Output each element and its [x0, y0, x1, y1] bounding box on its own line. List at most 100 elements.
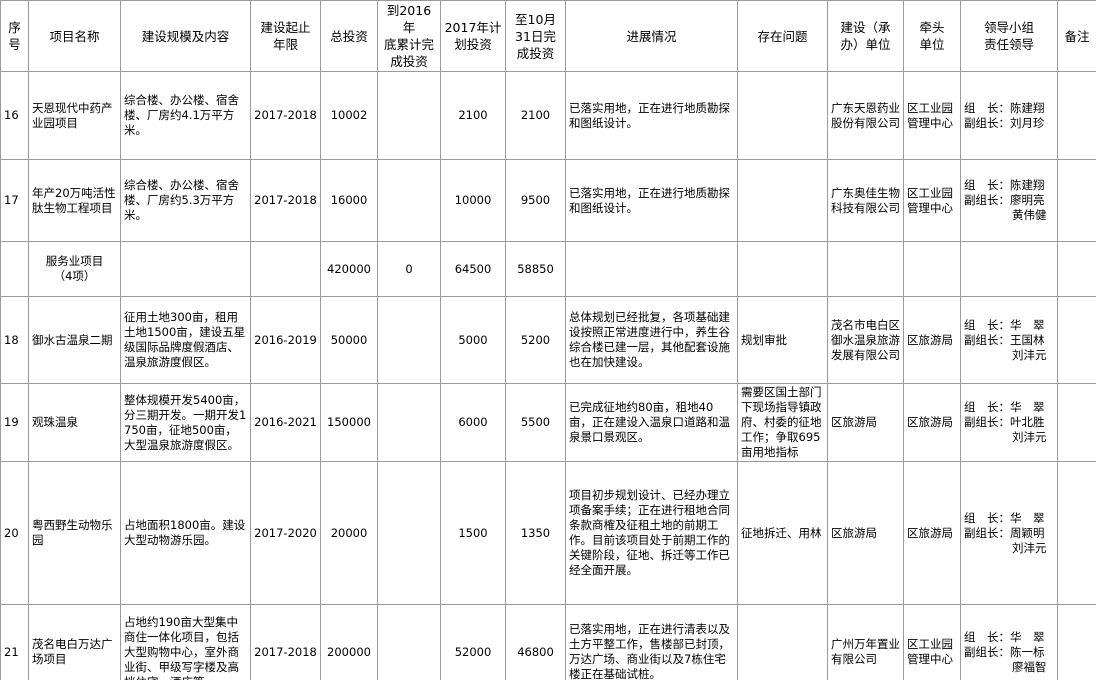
cell: 区工业园管理中心	[903, 604, 961, 680]
cell: 2017-2020	[250, 461, 321, 605]
cell	[737, 604, 828, 680]
cell: 已落实用地，正在进行地质勘探和图纸设计。	[565, 71, 738, 160]
cell-text: 年产20万吨活性肽生物工程项目	[32, 185, 116, 215]
cell: 17	[0, 159, 29, 242]
cell-text: 18	[4, 332, 19, 347]
cell: 御水古温泉二期	[28, 296, 121, 384]
header-text: 建设（承	[840, 20, 891, 35]
cell-line: 副组长：周颖明	[964, 525, 1045, 540]
cell-text: 综合楼、办公楼、宿舍楼、厂房约5.3万平方米。	[124, 178, 239, 222]
cell-line: 副组长：陈一标	[964, 644, 1045, 659]
cell: 21	[0, 604, 29, 680]
header-text: 办）单位	[840, 37, 891, 52]
table-row: 17 年产20万吨活性肽生物工程项目 综合楼、办公楼、宿舍楼、厂房约5.3万平方米。…	[0, 159, 1096, 242]
cell: 58850	[505, 241, 566, 297]
header-cell: 2017年计 划投资	[440, 0, 506, 72]
cell-line: 副组长：叶北胜	[964, 415, 1045, 429]
cell: 150000	[320, 383, 378, 462]
cell-text: 20	[4, 525, 19, 540]
cell: 广东奥佳生物科技有限公司	[827, 159, 904, 242]
cell-text: 观珠温泉	[32, 415, 78, 429]
cell-text: 16000	[330, 193, 368, 207]
cell-line: 组 长：华 翠	[964, 629, 1045, 644]
header-cell: 序号	[0, 0, 29, 72]
cell: 200000	[320, 604, 378, 680]
cell	[737, 159, 828, 242]
cell: 20000	[320, 461, 378, 605]
cell: 茂名电白万达广场项目	[28, 604, 121, 680]
cell-line: 刘沣元	[1012, 347, 1047, 362]
header-cell: 备注	[1057, 0, 1096, 72]
header-cell: 建设（承办）单位	[827, 0, 904, 72]
cell: 组 长：华 翠副组长：叶北胜 刘沣元	[960, 383, 1058, 462]
cell: 2100	[505, 71, 566, 160]
cell: 广东天恩药业股份有限公司	[827, 71, 904, 160]
cell-text: 200000	[327, 644, 371, 659]
header-text: 建设规模及内容	[141, 28, 230, 44]
cell: 征用土地300亩，租用土地1500亩，建设五星级国际品牌度假酒店、温泉旅游度假区…	[120, 296, 251, 384]
cell-text: 2016-2019	[254, 332, 317, 347]
cell: 区旅游局	[903, 296, 961, 384]
table-row: 21 茂名电白万达广场项目 占地约190亩大型集中商住一体化项目，包括大型购物中心，…	[0, 604, 1096, 680]
cell-text: 10002	[330, 108, 368, 122]
cell-text: 已落实用地，正在进行清表以及土方平整工作，售楼部已封顶，万达广场、商业街以及7栋…	[569, 622, 730, 680]
cell: 区工业园管理中心	[903, 159, 961, 242]
cell-line: 组 长：华 翠	[964, 317, 1045, 332]
cell-line: 刘沣元	[1012, 540, 1047, 555]
cell	[377, 383, 441, 462]
cell: 广州万年置业有限公司	[827, 604, 904, 680]
cell	[377, 604, 441, 680]
header-text: 到2016年	[386, 3, 432, 35]
cell-line: 副组长：刘月珍	[964, 115, 1045, 130]
cell-text: 5200	[520, 332, 551, 347]
cell: 规划审批	[737, 296, 828, 384]
cell-line: 组 长：华 翠	[964, 400, 1045, 414]
cell	[0, 241, 29, 297]
cell: 项目初步规划设计、已经办理立项备案手续；正在进行租地合同条款商榷及征租土地的前期…	[565, 461, 738, 605]
header-cell: 至10月 31日完 成投资	[505, 0, 566, 72]
cell-text: 御水古温泉二期	[32, 332, 113, 347]
cell-text: 占地面积1800亩。建设大型动物游乐园。	[124, 518, 246, 547]
cell-line: （4项）	[53, 269, 96, 283]
cell	[120, 241, 251, 297]
cell: 天恩现代中药产业园项目	[28, 71, 121, 160]
header-cell: 项目名称	[28, 0, 121, 72]
cell	[1057, 461, 1096, 605]
cell-text: 规划审批	[741, 332, 787, 347]
cell-line: 组 长：陈建翔	[964, 178, 1045, 192]
cell: 9500	[505, 159, 566, 242]
header-text: 31日完	[515, 28, 556, 44]
cell-text: 21	[4, 644, 19, 659]
header-text: 年限	[272, 37, 298, 52]
table-row: 19 观珠温泉 整体规模开发5400亩，分三期开发。一期开发1750亩，征地500亩…	[0, 383, 1096, 462]
cell	[377, 71, 441, 160]
cell: 总体规划已经批复，各项基础建设按照正常进度进行中，养生谷综合楼已建一层，其他配套…	[565, 296, 738, 384]
cell: 粤西野生动物乐园	[28, 461, 121, 605]
cell: 综合楼、办公楼、宿舍楼、厂房约4.1万平方米。	[120, 71, 251, 160]
cell-line: 组 长：陈建翔	[964, 100, 1045, 115]
cell-text: 46800	[517, 644, 554, 659]
cell-text: 区工业园管理中心	[907, 637, 953, 666]
cell: 2017-2018	[250, 604, 321, 680]
cell-text: 征地拆迁、用林	[741, 525, 822, 540]
table-body: 16 天恩现代中药产业园项目 综合楼、办公楼、宿舍楼、厂房约4.1万平方米。 2017…	[0, 71, 1096, 680]
cell: 52000	[440, 604, 506, 680]
cell	[250, 241, 321, 297]
header-text: 序	[8, 20, 21, 35]
header-row: 序号项目名称 建设规模及内容 建设起止 年限 总投资 到2016年 底累计完 成投资 2017年…	[0, 0, 1096, 72]
cell: 组 长：华 翠副组长：陈一标 廖福智	[960, 604, 1058, 680]
cell: 已落实用地，正在进行清表以及土方平整工作，售楼部已封顶，万达广场、商业街以及7栋…	[565, 604, 738, 680]
cell: 2017-2018	[250, 159, 321, 242]
cell: 16	[0, 71, 29, 160]
cell-text: 区工业园管理中心	[907, 100, 953, 130]
cell-text: 茂名电白万达广场项目	[32, 637, 113, 666]
cell: 2016-2021	[250, 383, 321, 462]
header-cell: 牵头 单位	[903, 0, 961, 72]
header-text: 底累计完	[383, 37, 434, 52]
cell-text: 50000	[330, 332, 368, 347]
cell: 20	[0, 461, 29, 605]
cell-text: 9500	[520, 193, 551, 207]
header-cell: 建设起止 年限	[250, 0, 321, 72]
